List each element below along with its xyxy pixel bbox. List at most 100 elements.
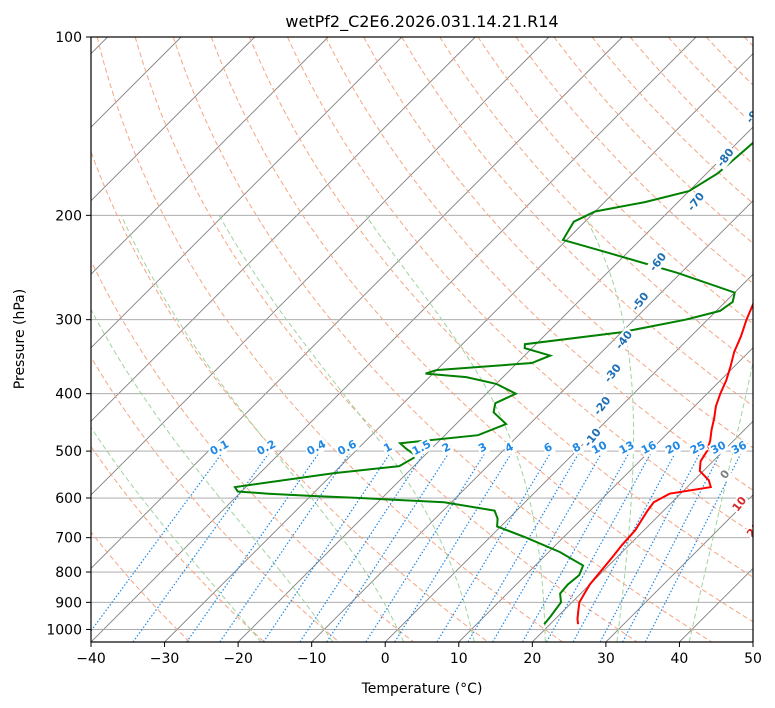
isotherm-line [531,420,753,642]
dry-adiabat-label: -70 [685,190,708,214]
dry-adiabat-label: 30 [752,548,772,568]
label-background [713,144,738,171]
dry-adiabat-line [629,37,753,165]
y-tick-label: 400 [55,387,82,403]
moist-adiabat-line [91,426,262,642]
isotherm-line [91,37,329,275]
x-axis-label: Temperature (°C) [361,681,483,697]
temperature-line [576,301,753,625]
dry-adiabat-line [96,37,563,642]
mixing-ratio-line [572,450,677,642]
isotherm-line [605,494,753,642]
dry-adiabat-label: -50 [629,289,652,313]
label-background [646,249,670,275]
label-background [728,493,751,515]
label-background [612,327,637,353]
y-tick-label: 900 [55,595,82,611]
label-background [751,547,753,570]
x-tick-label: −20 [223,651,253,667]
x-axis: −40 −30 −20 −10 0 10 20 30 40 50 [76,642,762,667]
dry-adiabat-line [363,37,753,449]
label-background [540,439,556,456]
y-tick-label: 600 [55,491,82,507]
moist-adiabat-line [218,215,475,642]
mixing-ratio-label: 25 [688,438,708,457]
dry-adiabat-line [91,445,265,642]
label-background [684,188,709,215]
mixing-ratio-line [186,450,321,642]
label-background [742,101,753,127]
isotherm-line [91,37,476,422]
isotherm-line [91,37,623,570]
x-tick-label: 0 [381,651,390,667]
dry-adiabat-label: 20 [744,520,764,540]
isotherm-line [311,200,753,642]
dry-adiabat-line [172,37,713,642]
label-background [662,437,685,458]
label-background [628,288,653,315]
label-background [303,436,330,459]
y-tick-label: 1000 [46,622,82,638]
dewpoint-line [233,141,753,625]
mixing-ratio-line [326,450,451,642]
x-tick-label: −30 [150,651,180,667]
label-background [501,439,517,456]
label-background [569,439,584,456]
mixing-ratio-line [599,450,702,642]
x-tick-label: 20 [523,651,541,667]
label-background [409,436,435,459]
isotherm-line [91,37,256,202]
label-background [580,424,605,451]
moist-adiabat-line [365,215,546,642]
label-background [253,436,279,459]
mixing-ratio-line [436,450,553,642]
dry-adiabat-line [401,37,753,407]
mixing-ratio-line [299,450,426,642]
label-background [439,439,454,456]
dry-adiabat-label: -20 [591,394,614,418]
moist-adiabat-line [584,215,634,642]
label-background [707,437,730,458]
mixing-ratio-line [521,450,631,642]
x-tick-label: 10 [450,651,468,667]
label-background [616,437,638,458]
label-background [475,439,490,456]
plot-area [91,37,753,642]
dry-adiabat-line [210,37,753,623]
label-background [743,518,753,541]
mixing-ratio-line [132,450,271,642]
dry-adiabat-line [667,37,753,126]
mixing-ratio-label: 36 [729,438,749,457]
dry-adiabat-line [744,37,753,47]
y-axis-label: Pressure (hPa) [12,289,28,389]
isotherm-line [164,52,753,642]
dry-adiabat-line [91,531,191,642]
mixing-ratio-label: 30 [709,438,729,457]
y-tick-label: 500 [55,444,82,460]
mixing-ratio-label: 16 [639,438,659,457]
isotherm-line [458,347,753,642]
mixing-ratio-line [365,450,487,642]
label-background [757,579,775,601]
dry-adiabat-line [91,259,414,642]
isotherm-line [91,37,697,642]
isotherm-line [91,37,403,349]
dry-adiabat-line [91,356,340,642]
mixing-ratio-line [644,450,743,642]
mixing-ratio-line [91,450,224,632]
label-background [687,437,709,458]
dry-adiabat-line [553,37,753,244]
dry-adiabat-label: -80 [714,145,737,169]
x-tick-label: −40 [76,651,106,667]
dry-adiabat-label: -30 [601,361,624,385]
line-labels: -100-90-80-70-60-50-40-30-20-10010203040… [206,101,775,601]
x-tick-label: 30 [597,651,615,667]
y-tick-label: 700 [55,531,82,547]
y-tick-label: 300 [55,313,82,329]
dry-adiabat-line [515,37,753,284]
mixing-ratio-line [219,450,352,642]
label-background [334,436,361,459]
mixing-ratio-line [622,450,722,642]
chart-title: wetPf2_C2E6.2026.031.14.21.R14 [285,12,558,32]
